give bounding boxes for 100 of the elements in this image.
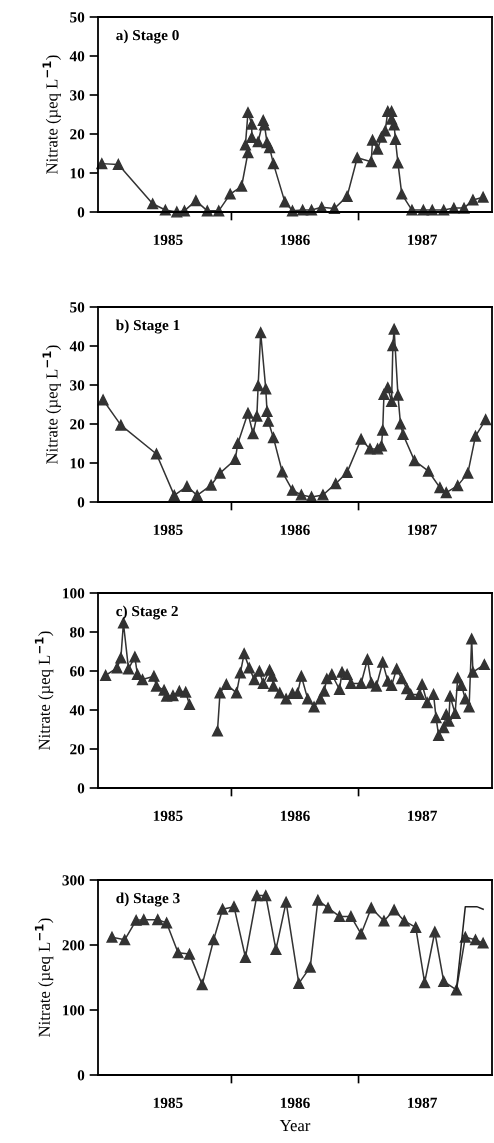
- y-tick-label: 40: [69, 705, 85, 716]
- point: [229, 453, 241, 466]
- y-tick-label: 0: [77, 207, 85, 218]
- point: [279, 196, 291, 208]
- point: [261, 405, 273, 418]
- y-tick-label: 30: [70, 380, 85, 391]
- annotation: d) Stage 3: [116, 892, 180, 907]
- point: [364, 443, 376, 455]
- point: [119, 934, 131, 946]
- point: [255, 327, 267, 339]
- y-tick-label: 80: [70, 627, 85, 638]
- point: [434, 482, 446, 494]
- point: [392, 389, 404, 401]
- y-tick-label: 20: [70, 419, 85, 430]
- point: [366, 134, 379, 146]
- point: [280, 896, 292, 908]
- point: [242, 407, 254, 419]
- point: [408, 455, 421, 467]
- point: [161, 917, 173, 929]
- point: [246, 118, 258, 130]
- y-axis-title: Nitrate (µeq L$^{−1}$): [34, 631, 54, 750]
- point: [388, 323, 400, 335]
- y-tick-label: 10: [70, 168, 85, 179]
- point: [150, 448, 163, 460]
- point: [97, 394, 109, 406]
- y-axis-title: Nitrate (µeq L$^{−1}$): [34, 918, 54, 1037]
- point: [386, 395, 398, 407]
- point: [214, 467, 226, 479]
- point: [438, 975, 450, 987]
- point: [462, 467, 474, 479]
- point: [467, 194, 479, 206]
- point: [355, 433, 367, 445]
- x-tick-label: 1987: [408, 810, 437, 821]
- y-tick-label: 10: [70, 458, 85, 469]
- y-axis-title: Nitrate (µeq L$^{−1}$): [42, 345, 61, 464]
- point: [112, 158, 124, 170]
- annotation: c) Stage 2: [116, 605, 178, 620]
- y-tick-label: 300: [62, 875, 85, 886]
- point: [293, 977, 305, 989]
- x-tick-label: 1987: [408, 234, 437, 245]
- annotation: b) Stage 1: [115, 319, 180, 334]
- x-tick-label: 1986: [280, 524, 310, 535]
- point: [130, 914, 142, 926]
- point: [267, 158, 279, 170]
- point: [152, 914, 164, 926]
- point: [396, 188, 408, 200]
- y-tick-label: 60: [70, 666, 85, 677]
- point: [372, 143, 384, 155]
- point: [345, 910, 357, 922]
- point: [422, 465, 435, 477]
- point: [378, 915, 390, 927]
- point: [251, 410, 263, 422]
- point: [341, 190, 353, 202]
- point: [115, 419, 127, 431]
- point: [397, 428, 409, 441]
- point: [330, 478, 342, 490]
- y-axis-title: Nitrate (µeq L$^{−1}$): [42, 55, 61, 174]
- point: [270, 943, 282, 956]
- point: [387, 340, 399, 352]
- y-tick-label: 50: [70, 12, 85, 23]
- y-tick-label: 200: [62, 940, 85, 951]
- point: [242, 106, 254, 119]
- point: [190, 195, 202, 207]
- point: [239, 951, 251, 963]
- point: [452, 480, 464, 492]
- y-tick-label: 20: [70, 129, 85, 140]
- point: [239, 139, 251, 151]
- point: [333, 910, 346, 922]
- y-tick-label: 0: [77, 497, 85, 508]
- point: [264, 142, 276, 154]
- x-tick-label: 1986: [280, 810, 310, 821]
- annotation: a) Stage 0: [116, 29, 179, 44]
- point: [147, 198, 159, 210]
- point: [410, 921, 422, 934]
- x-tick-label: 1987: [408, 1097, 437, 1108]
- point: [172, 947, 184, 959]
- point: [252, 380, 264, 392]
- point: [355, 928, 367, 940]
- point: [168, 489, 180, 501]
- point: [317, 489, 329, 501]
- point: [388, 119, 400, 131]
- y-tick-label: 20: [70, 744, 85, 755]
- point: [205, 479, 217, 491]
- point: [419, 977, 431, 989]
- point: [365, 902, 377, 914]
- x-tick-label: 1986: [280, 234, 310, 245]
- y-tick-label: 50: [70, 302, 85, 313]
- x-tick-label: 1986: [280, 1097, 310, 1108]
- y-tick-label: 100: [63, 588, 85, 599]
- point: [392, 157, 404, 169]
- point: [232, 437, 244, 450]
- point: [191, 489, 203, 501]
- point: [377, 424, 389, 436]
- x-tick-label: 1985: [153, 1097, 183, 1108]
- point: [477, 937, 489, 949]
- x-tick-label: 1987: [408, 524, 437, 535]
- point: [260, 383, 272, 395]
- point: [224, 188, 236, 200]
- point: [251, 890, 263, 902]
- point: [304, 961, 316, 973]
